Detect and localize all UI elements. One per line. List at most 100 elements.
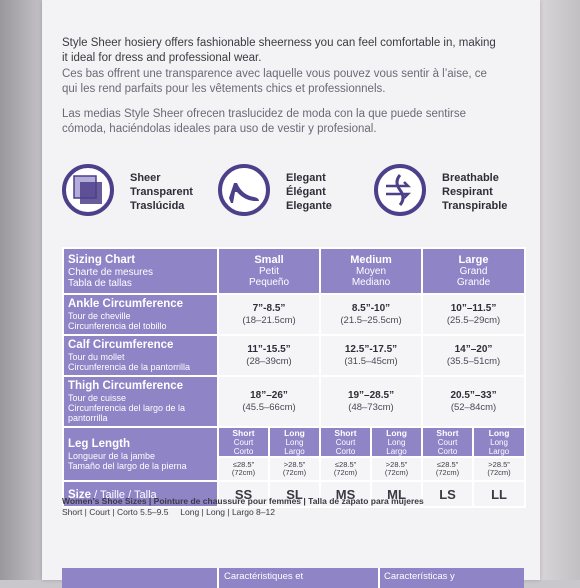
chart-title-en: Sizing Chart — [68, 253, 136, 266]
size-name-fr: Moyen — [356, 266, 387, 277]
sub-fr: Long — [285, 437, 304, 447]
sub-es: Largo — [488, 446, 510, 456]
leg-long-header: Long Long Largo — [472, 426, 527, 458]
ankle-large-value: 10”–11.5” (25.5–29cm) — [421, 293, 527, 336]
value-cm: (28–39cm) — [246, 356, 292, 367]
size-name-en: Small — [254, 254, 284, 266]
leg-short-header: Short Court Corto — [421, 426, 475, 458]
ankle-row: Ankle Circumference Tour de cheville Cir… — [62, 293, 527, 336]
intro-french: Ces bas offrent une transparence avec la… — [62, 68, 487, 95]
chart-header-row: Sizing Chart Charte de mesures Tabla de … — [62, 247, 527, 295]
shoe-sizes: Women’s Shoe Sizes | Pointure de chaussu… — [62, 496, 522, 518]
size-label-en: Size — [68, 489, 92, 501]
value-inches: ≤28.5” — [232, 459, 255, 469]
value-inches: 20.5”–33” — [450, 390, 497, 401]
high-heel-shoe-icon — [218, 164, 270, 216]
value-cm: (35.5–51cm) — [446, 356, 501, 367]
value-inches: ≤28.5” — [334, 459, 357, 469]
thigh-row: Thigh Circumference Tour de cuisse Circu… — [62, 375, 527, 428]
size-name-en: Large — [458, 254, 489, 266]
value-cm: (18–21.5cm) — [242, 315, 296, 326]
calf-large-value: 14”–20” (35.5–51cm) — [421, 334, 527, 377]
value-inches: ≤28.5” — [436, 459, 459, 469]
shoe-sizes-heading: Women’s Shoe Sizes | Pointure de chaussu… — [62, 496, 424, 506]
sub-fr: Long — [490, 437, 508, 447]
sub-es: Corto — [335, 446, 356, 456]
sheer-squares-icon — [62, 164, 114, 216]
chart-title-fr: Charte de mesures — [68, 266, 154, 278]
leg-short-value: ≤28.5” (72cm) — [319, 456, 373, 482]
size-name-es: Grande — [456, 277, 491, 288]
value-inches: 14”–20” — [454, 344, 493, 355]
value-inches: 11”-15.5” — [247, 344, 291, 355]
size-code: MS — [319, 480, 373, 508]
value-inches: >28.5” — [283, 459, 306, 469]
value-inches: 10”–11.5” — [450, 303, 497, 314]
shoe-sizes-line: Short | Court | Corto 5.5–9.5 Long | Lon… — [62, 507, 275, 517]
calf-row: Calf Circumference Tour du mollet Circun… — [62, 334, 527, 377]
bottom-header-fr: Caractéristiques et — [224, 571, 304, 582]
size-name-fr: Petit — [259, 266, 280, 277]
value-cm: (72cm) — [282, 468, 307, 477]
size-header-small: Small Petit Pequeño — [216, 247, 322, 295]
value-inches: 19”–28.5” — [347, 390, 395, 401]
size-name-en: Medium — [350, 254, 392, 266]
calf-medium-value: 12.5”-17.5” (31.5–45cm) — [319, 334, 424, 377]
bottom-header-es: Características y — [384, 571, 455, 582]
row-label-es: Circunferencia del largo de la pantorril… — [68, 403, 186, 423]
leg-length-row-values: ≤28.5” (72cm) >28.5” (72cm) ≤28.5” (72cm) >… — [63, 456, 527, 482]
leg-length-row-top: Leg Length Longueur de la jambe Tamaño d… — [62, 426, 527, 482]
value-inches: 8.5”-10” — [351, 303, 391, 314]
sub-es: Largo — [386, 446, 407, 456]
value-cm: (72cm) — [435, 468, 460, 477]
thigh-label: Thigh Circumference Tour de cuisse Circu… — [62, 375, 219, 428]
sub-en: Long — [488, 427, 510, 438]
ankle-medium-value: 8.5”-10” (21.5–25.5cm) — [319, 293, 424, 336]
intro-english: Style Sheer hosiery offers fashionable s… — [62, 37, 496, 64]
leg-long-value: >28.5” (72cm) — [370, 456, 424, 482]
sub-es: Corto — [437, 446, 458, 456]
value-cm: (72cm) — [487, 468, 511, 477]
sub-en: Short — [232, 427, 255, 438]
value-inches: >28.5” — [488, 459, 510, 469]
size-code: ML — [370, 480, 424, 508]
value-cm: (21.5–25.5cm) — [340, 315, 402, 326]
leg-long-header: Long Long Largo — [370, 426, 424, 458]
value-cm: (45.5–66cm) — [242, 402, 296, 413]
intro-spanish: Las medias Style Sheer ofrecen traslucid… — [62, 108, 467, 135]
sub-en: Long — [386, 427, 407, 438]
value-cm: (72cm) — [231, 468, 256, 477]
feature-label-es: Traslúcida — [130, 200, 185, 212]
value-cm: (48–73cm) — [348, 402, 394, 413]
row-label-fr: Tour de cheville — [68, 311, 131, 321]
feature-label-fr: Élégant — [286, 186, 326, 198]
leg-length-label: Leg Length Longueur de la jambe Tamaño d… — [62, 426, 219, 482]
feature-label-es: Transpirable — [442, 200, 508, 212]
sub-fr: Long — [387, 437, 406, 447]
value-inches: >28.5” — [385, 459, 408, 469]
ankle-small-value: 7”-8.5” (18–21.5cm) — [216, 293, 322, 336]
row-label-en: Ankle Circumference — [68, 298, 184, 310]
feature-label-en: Breathable — [442, 172, 499, 184]
size-name-fr: Grand — [459, 266, 488, 277]
sub-en: Short — [334, 427, 357, 438]
row-label-en: Thigh Circumference — [68, 380, 184, 392]
sub-fr: Court — [335, 437, 356, 447]
sub-en: Long — [284, 427, 305, 438]
value-inches: 12.5”-17.5” — [344, 344, 398, 355]
sizing-chart: Sizing Chart Charte de mesures Tabla de … — [62, 247, 527, 508]
background-right — [540, 0, 580, 580]
value-inches: 18”–26” — [250, 390, 288, 401]
chart-title: Sizing Chart Charte de mesures Tabla de … — [62, 247, 219, 295]
size-code-row: Size / Taille / Talla SS SL MS ML LS LL — [62, 480, 527, 508]
size-code: SS — [217, 480, 270, 508]
size-code: LS — [421, 480, 475, 508]
row-label-fr: Tour de cuisse — [68, 393, 127, 403]
thigh-small-value: 18”–26” (45.5–66cm) — [216, 375, 322, 428]
feature-label-en: Elegant — [286, 172, 326, 184]
sub-es: Largo — [284, 446, 305, 456]
row-label-en: Calf Circumference — [68, 339, 174, 351]
features-table-header: Caractéristiques et Características y — [62, 568, 524, 588]
leg-short-value: ≤28.5” (72cm) — [217, 456, 270, 482]
leg-short-value: ≤28.5” (72cm) — [421, 456, 475, 482]
